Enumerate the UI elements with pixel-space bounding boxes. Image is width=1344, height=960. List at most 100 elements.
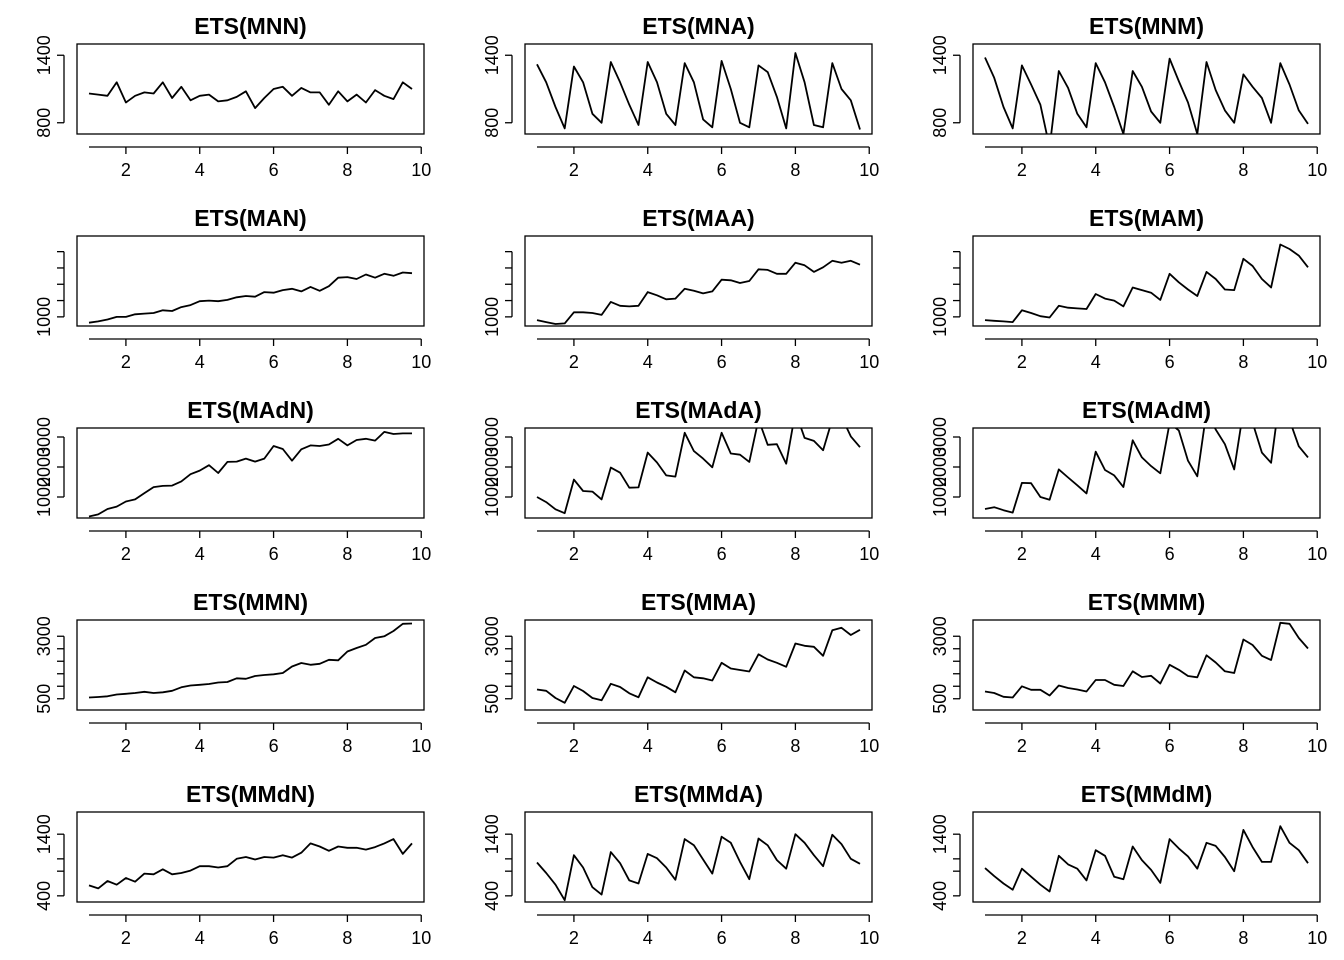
y-tick-label: 2000 [930,447,950,487]
x-tick-label: 6 [717,352,727,372]
series-line [88,622,413,699]
x-tick-label: 10 [411,544,431,564]
panel-title: ETS(MMdA) [634,781,763,807]
x-tick-label: 2 [569,736,579,756]
y-tick-label: 3000 [34,616,54,656]
panel-title: ETS(MAdN) [187,397,313,423]
x-tick-label: 6 [269,160,279,180]
y-tick-label: 3000 [930,417,950,457]
plot-frame [76,427,425,519]
x-tick-label: 10 [1307,928,1327,948]
x-tick-label: 6 [1165,928,1175,948]
plot-frame [524,619,873,711]
y-tick-label: 800 [34,108,54,138]
x-tick-label: 2 [569,928,579,948]
x-tick-label: 6 [269,736,279,756]
x-tick-label: 4 [195,736,205,756]
panel-4: ETS(MAN) 2 4 6 8 10 1000 [34,205,431,372]
series-line [536,52,861,130]
panel-11: ETS(MMA) 2 4 6 8 10 500 3000 [482,589,879,756]
plot-frame [972,811,1321,903]
x-tick-label: 6 [269,544,279,564]
y-tick-label: 1400 [34,814,54,854]
plot-frame [76,235,425,327]
x-tick-label: 6 [269,352,279,372]
x-tick-label: 10 [411,160,431,180]
x-tick-label: 2 [1017,736,1027,756]
x-tick-label: 4 [1091,160,1101,180]
series-line [88,81,413,109]
x-tick-label: 2 [1017,928,1027,948]
x-tick-label: 4 [643,160,653,180]
panel-title: ETS(MNM) [1089,13,1204,39]
x-tick-label: 4 [195,928,205,948]
y-tick-label: 400 [34,881,54,911]
panel-6: ETS(MAM) 2 4 6 8 10 1000 [930,205,1327,372]
x-tick-label: 4 [195,544,205,564]
plot-frame [524,43,873,135]
x-tick-label: 8 [790,544,800,564]
plot-frame [972,235,1321,327]
panel-15: ETS(MMdM) 2 4 6 8 10 400 1400 [930,781,1327,948]
panel-title: ETS(MAdM) [1082,397,1211,423]
y-tick-label: 3000 [482,616,502,656]
series-line [536,833,861,902]
y-tick-label: 500 [482,684,502,714]
y-tick-label: 1000 [34,477,54,517]
x-tick-label: 6 [269,928,279,948]
x-tick-label: 8 [342,736,352,756]
x-tick-label: 4 [1091,928,1101,948]
series-line [536,626,861,704]
panel-title: ETS(MAA) [642,205,754,231]
panel-title: ETS(MMdN) [186,781,315,807]
x-tick-label: 10 [1307,544,1327,564]
x-tick-label: 2 [121,352,131,372]
series-line [984,243,1309,324]
x-tick-label: 2 [569,352,579,372]
y-tick-label: 1400 [34,35,54,75]
x-tick-label: 10 [859,736,879,756]
x-tick-label: 4 [195,160,205,180]
panel-12: ETS(MMM) 2 4 6 8 10 500 3000 [930,589,1327,756]
plot-frame [76,811,425,903]
x-tick-label: 10 [859,928,879,948]
panel-1: ETS(MNN) 2 4 6 8 10 800 1400 [34,13,431,180]
plot-frame [76,619,425,711]
panel-title: ETS(MAM) [1089,205,1204,231]
x-tick-label: 10 [411,928,431,948]
x-tick-label: 6 [717,544,727,564]
x-tick-label: 4 [643,736,653,756]
series-line [984,428,1309,514]
panel-title: ETS(MAdA) [635,397,761,423]
series-line [984,825,1309,893]
x-tick-label: 6 [1165,352,1175,372]
y-tick-label: 3000 [34,417,54,457]
x-tick-label: 8 [790,736,800,756]
y-tick-label: 400 [482,881,502,911]
x-tick-label: 6 [717,928,727,948]
series-line [88,838,413,890]
x-tick-label: 2 [121,928,131,948]
panel-14: ETS(MMdA) 2 4 6 8 10 400 1400 [482,781,879,948]
y-tick-label: 1400 [930,814,950,854]
x-tick-label: 2 [569,544,579,564]
panel-3: ETS(MNM) 2 4 6 8 10 800 1400 [930,13,1327,180]
x-tick-label: 4 [1091,736,1101,756]
y-tick-label: 1000 [482,477,502,517]
x-tick-label: 10 [1307,736,1327,756]
y-tick-label: 3000 [930,616,950,656]
series-line [88,430,412,518]
y-tick-label: 2000 [482,447,502,487]
panel-title: ETS(MMN) [193,589,308,615]
x-tick-label: 8 [1238,160,1248,180]
y-tick-label: 1000 [930,477,950,517]
x-tick-label: 8 [342,544,352,564]
x-tick-label: 10 [411,352,431,372]
x-tick-label: 6 [1165,544,1175,564]
panel-title: ETS(MMdM) [1081,781,1213,807]
x-tick-label: 4 [1091,352,1101,372]
y-tick-label: 1400 [930,35,950,75]
